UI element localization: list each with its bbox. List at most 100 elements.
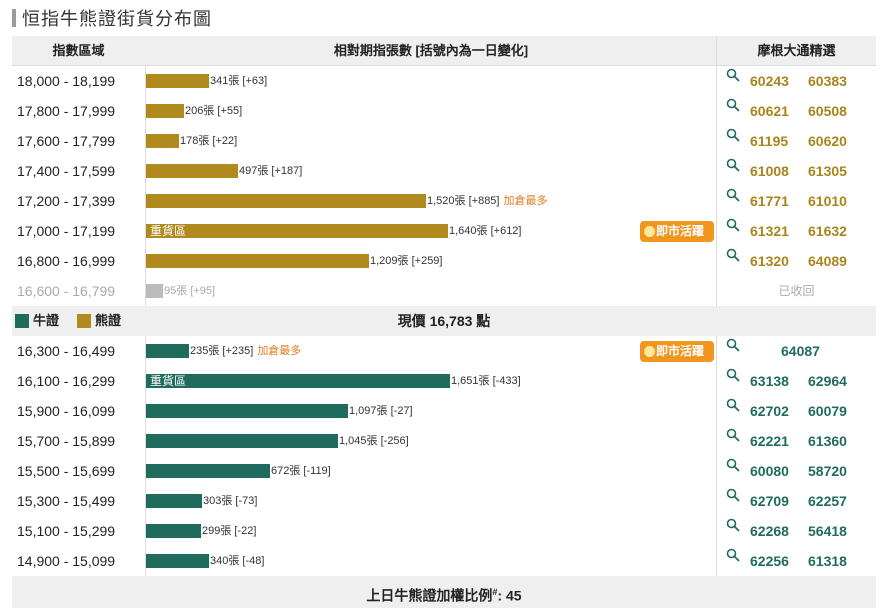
bear-bar xyxy=(146,164,238,178)
badge-dot-icon xyxy=(644,346,655,357)
badge-label: 即市活躍 xyxy=(656,224,705,238)
index-range: 15,100 - 15,299 xyxy=(17,523,116,539)
search-icon[interactable] xyxy=(726,218,740,232)
warrant-code-link[interactable]: 60621 xyxy=(750,103,789,119)
warrant-code-link[interactable]: 56418 xyxy=(808,523,847,539)
quantity-value: 95張 xyxy=(164,285,188,297)
quantity-value: 303張 xyxy=(203,495,233,507)
search-icon[interactable] xyxy=(726,188,740,202)
search-icon[interactable] xyxy=(726,458,740,472)
daily-change: [-48] xyxy=(242,555,265,567)
footer-mark: # xyxy=(492,587,498,597)
warrant-code-link[interactable]: 61195 xyxy=(750,133,789,149)
search-icon[interactable] xyxy=(726,338,740,352)
search-icon[interactable] xyxy=(726,518,740,532)
search-icon[interactable] xyxy=(726,68,740,82)
active-badge-button[interactable]: 即市活躍 xyxy=(640,221,714,242)
quantity-label: 1,045張 [-256] xyxy=(339,426,409,456)
table-header: 指數區域 相對期指張數 [括號內為一日變化] 摩根大通精選 xyxy=(12,36,876,66)
quantity-value: 1,097張 xyxy=(349,405,388,417)
search-icon[interactable] xyxy=(726,488,740,502)
bear-legend-label: 熊證 xyxy=(95,313,122,328)
active-badge-button[interactable]: 即市活躍 xyxy=(640,341,714,362)
daily-change: [-22] xyxy=(234,525,257,537)
warrant-code-link[interactable]: 61305 xyxy=(808,163,847,179)
quantity-label: 303張 [-73] xyxy=(203,486,257,516)
search-icon[interactable] xyxy=(726,98,740,112)
warrant-code-link[interactable]: 62702 xyxy=(750,403,789,419)
daily-change: [-433] xyxy=(492,375,521,387)
warrant-code-link[interactable]: 62709 xyxy=(750,493,789,509)
quantity-label: 497張 [+187] xyxy=(239,156,302,186)
warrant-code-link[interactable]: 60243 xyxy=(750,73,789,89)
warrant-code-link[interactable]: 62221 xyxy=(750,433,789,449)
warrant-code-link[interactable]: 64089 xyxy=(808,253,847,269)
heavy-zone-label: 重貨區 xyxy=(150,224,187,238)
index-range: 17,200 - 17,399 xyxy=(17,193,116,209)
price-bar: 牛證 熊證 現價 16,783 點 xyxy=(12,306,876,336)
warrant-code-link[interactable]: 60079 xyxy=(808,403,847,419)
quantity-label: 235張 [+235] 加倉最多 xyxy=(190,336,301,366)
quantity-value: 235張 xyxy=(190,345,220,357)
table-row: 17,000 - 17,199 重貨區 1,640張 [+612] 即市活躍 61321… xyxy=(12,216,876,246)
quantity-label: 1,651張 [-433] xyxy=(451,366,521,396)
index-range: 17,000 - 17,199 xyxy=(17,223,116,239)
warrant-code-link[interactable]: 61632 xyxy=(808,223,847,239)
daily-change: [-73] xyxy=(235,495,258,507)
quantity-value: 497張 xyxy=(239,165,269,177)
warrant-code-link[interactable]: 60620 xyxy=(808,133,847,149)
warrant-code-link[interactable]: 61360 xyxy=(808,433,847,449)
warrant-code-link[interactable]: 60383 xyxy=(808,73,847,89)
warrant-code-link[interactable]: 58720 xyxy=(808,463,847,479)
quantity-label: 206張 [+55] xyxy=(185,96,242,126)
warrant-code-link[interactable]: 61008 xyxy=(750,163,789,179)
search-icon[interactable] xyxy=(726,368,740,382)
title-accent-bar xyxy=(12,9,16,27)
warrant-code-link[interactable]: 61321 xyxy=(750,223,789,239)
column-divider xyxy=(716,336,717,576)
warrant-code-link[interactable]: 60080 xyxy=(750,463,789,479)
quantity-value: 178張 xyxy=(180,135,210,147)
footer-label: 上日牛熊證加權比例 xyxy=(366,587,493,604)
warrant-code-link[interactable]: 62964 xyxy=(808,373,847,389)
search-icon[interactable] xyxy=(726,128,740,142)
warrant-code-link[interactable]: 61320 xyxy=(750,253,789,269)
quantity-value: 672張 xyxy=(271,465,301,477)
daily-change: [+95] xyxy=(190,285,216,297)
search-icon[interactable] xyxy=(726,248,740,262)
bear-bar xyxy=(146,254,369,268)
table-row: 15,100 - 15,299 299張 [-22] 62268 56418 xyxy=(12,516,876,546)
quantity-label: 1,097張 [-27] xyxy=(349,396,413,426)
warrant-code-link[interactable]: 63138 xyxy=(750,373,789,389)
search-icon[interactable] xyxy=(726,428,740,442)
index-range: 17,800 - 17,999 xyxy=(17,103,116,119)
table-row: 16,800 - 16,999 1,209張 [+259] 61320 64089 xyxy=(12,246,876,276)
daily-change: [+235] xyxy=(222,345,254,357)
bull-bar xyxy=(146,434,338,448)
table-row: 14,900 - 15,099 340張 [-48] 62256 61318 xyxy=(12,546,876,576)
bear-legend-swatch xyxy=(77,314,91,328)
warrant-code-link[interactable]: 61318 xyxy=(808,553,847,569)
warrant-code-link[interactable]: 60508 xyxy=(808,103,847,119)
index-range: 15,700 - 15,899 xyxy=(17,433,116,449)
warrant-code-link[interactable]: 61010 xyxy=(808,193,847,209)
table-row: 18,000 - 18,199 341張 [+63] 60243 60383 xyxy=(12,66,876,96)
recalled-label: 已收回 xyxy=(778,284,815,298)
quantity-label: 1,640張 [+612] xyxy=(449,216,521,246)
quantity-value: 299張 xyxy=(202,525,232,537)
index-range: 16,600 - 16,799 xyxy=(17,283,116,299)
warrant-code-link[interactable]: 61771 xyxy=(750,193,789,209)
footer-sep: : xyxy=(497,587,506,604)
warrant-code-link[interactable]: 62257 xyxy=(808,493,847,509)
warrant-code-link[interactable]: 62256 xyxy=(750,553,789,569)
search-icon[interactable] xyxy=(726,548,740,562)
quantity-label: 341張 [+63] xyxy=(210,66,267,96)
warrant-code-link[interactable]: 64087 xyxy=(781,343,820,359)
table-row: 15,300 - 15,499 303張 [-73] 62709 62257 xyxy=(12,486,876,516)
warrant-code-link[interactable]: 62268 xyxy=(750,523,789,539)
bull-legend-swatch xyxy=(15,314,29,328)
daily-change: [+259] xyxy=(411,255,443,267)
search-icon[interactable] xyxy=(726,158,740,172)
search-icon[interactable] xyxy=(726,398,740,412)
daily-change: [-27] xyxy=(390,405,413,417)
